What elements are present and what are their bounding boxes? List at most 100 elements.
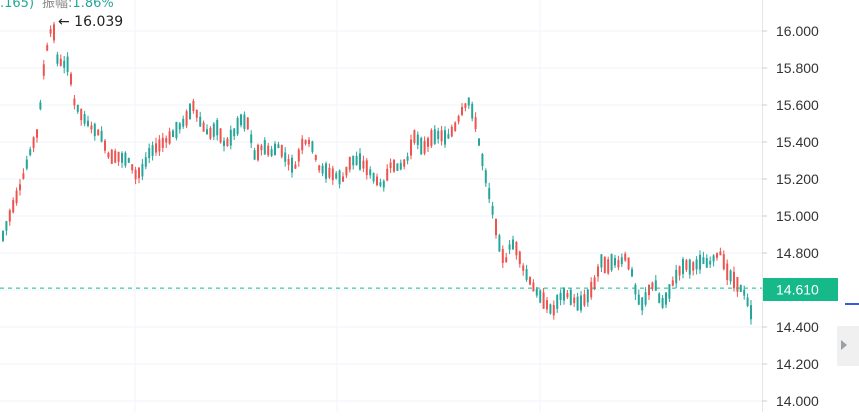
candle-body	[189, 103, 191, 120]
candle	[206, 124, 208, 135]
candle-body	[59, 58, 62, 66]
candle-body	[719, 251, 722, 256]
candle-body	[362, 160, 365, 169]
candle-body	[345, 166, 348, 176]
candle-body	[311, 141, 314, 152]
candle-body	[590, 281, 593, 298]
candle	[729, 269, 732, 285]
candle-body	[661, 297, 664, 308]
candle	[603, 256, 606, 274]
candle	[294, 161, 297, 170]
candle-body	[542, 292, 545, 309]
scroll-right-icon[interactable]	[841, 340, 847, 350]
candle-body	[675, 270, 678, 284]
candle-body	[457, 116, 460, 122]
candle-body	[212, 123, 215, 137]
candle	[627, 257, 630, 271]
candle-body	[15, 190, 18, 204]
candle-body	[168, 131, 171, 144]
candle	[172, 129, 174, 138]
candle	[726, 259, 729, 286]
candle	[440, 125, 443, 146]
candle	[5, 220, 8, 236]
candle-body	[229, 129, 232, 146]
candle	[369, 166, 372, 179]
candle	[284, 147, 287, 167]
candle	[236, 116, 239, 137]
candle-body	[233, 128, 236, 137]
scroll-panel[interactable]	[837, 326, 859, 366]
candle-body	[726, 263, 729, 281]
candle-body	[372, 172, 375, 182]
candle	[583, 289, 586, 308]
candle-body	[138, 167, 140, 179]
y-tick-label: 15.800	[776, 60, 819, 76]
candle	[151, 141, 154, 161]
candle	[552, 300, 555, 320]
candle-body	[478, 138, 480, 146]
candle-body	[291, 157, 293, 173]
candle-body	[556, 294, 559, 309]
candle	[522, 263, 525, 276]
candle	[586, 288, 589, 307]
candle	[420, 136, 423, 156]
candle-body	[389, 162, 392, 169]
candle	[76, 104, 79, 114]
candle	[746, 293, 749, 308]
candle-body	[529, 277, 531, 285]
candle	[399, 159, 402, 171]
candle	[461, 103, 463, 117]
candle	[702, 251, 705, 265]
candle-body	[716, 253, 718, 258]
candle	[682, 256, 684, 279]
candle-body	[750, 305, 752, 320]
candle-body	[216, 119, 219, 136]
candle	[668, 284, 671, 303]
candle	[546, 297, 548, 313]
candle	[325, 161, 327, 183]
candle-body	[634, 284, 637, 295]
candle-body	[117, 151, 120, 162]
candle	[624, 251, 627, 262]
candle	[335, 171, 338, 180]
candle-body	[114, 150, 117, 163]
candle-body	[253, 150, 256, 160]
current-price-tag-text: 14.610	[776, 282, 819, 298]
candle-body	[325, 163, 327, 179]
candle-body	[338, 170, 341, 185]
candle	[338, 169, 341, 189]
candle	[297, 147, 300, 167]
candle	[695, 256, 698, 275]
candle-body	[90, 125, 93, 130]
candle-body	[671, 280, 674, 286]
candle	[406, 152, 409, 165]
candle	[447, 128, 450, 140]
candle-body	[66, 56, 69, 73]
candle	[42, 60, 45, 80]
candle-body	[46, 45, 49, 51]
candle-body	[274, 143, 276, 156]
candle	[501, 245, 504, 268]
candle-body	[739, 285, 742, 293]
candle	[243, 111, 246, 132]
candle-body	[382, 180, 385, 188]
candle-body	[593, 277, 596, 290]
candle	[365, 158, 368, 180]
candle	[219, 127, 222, 144]
candle	[389, 158, 392, 173]
candle-body	[709, 260, 712, 265]
candle-body	[641, 297, 644, 311]
candle-body	[308, 139, 310, 145]
candle	[685, 258, 688, 273]
candle	[70, 71, 72, 87]
candle-body	[80, 108, 83, 121]
candle	[478, 138, 480, 147]
candle	[386, 164, 389, 182]
candle-body	[692, 262, 695, 271]
candle-body	[379, 182, 382, 186]
candle-body	[396, 163, 399, 171]
candle-body	[617, 260, 620, 268]
candle-body	[342, 176, 344, 182]
side-indicator	[845, 303, 859, 305]
candle-body	[263, 140, 266, 155]
